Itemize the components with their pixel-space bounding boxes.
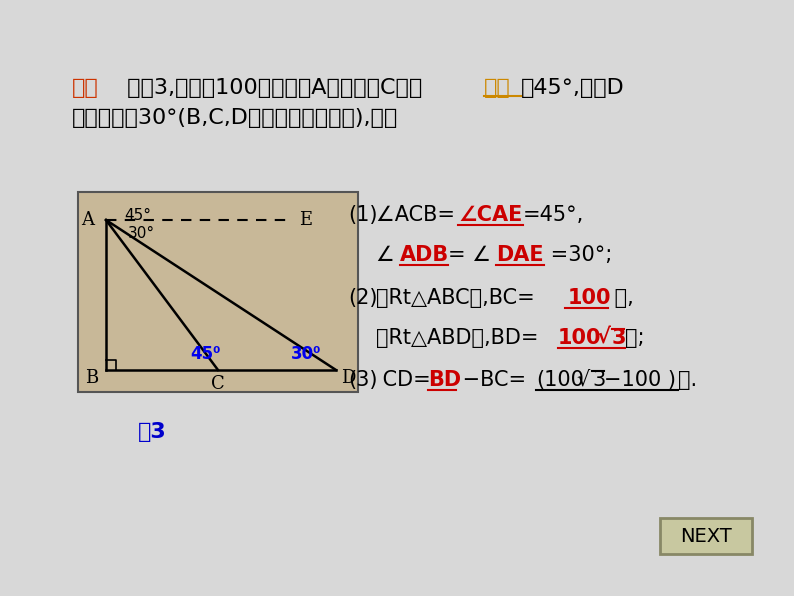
- Text: D: D: [341, 369, 355, 387]
- Text: √: √: [576, 370, 589, 390]
- Text: 在Rt△ABC中,BC=: 在Rt△ABC中,BC=: [376, 288, 542, 308]
- Text: 俯角: 俯角: [484, 78, 511, 98]
- Text: −BC=: −BC=: [456, 370, 533, 390]
- Text: = ∠: = ∠: [448, 245, 498, 265]
- Text: CD=: CD=: [376, 370, 437, 390]
- Text: (3): (3): [348, 370, 377, 390]
- Text: 如图3,在高为100米的山顶A测得地面C处的: 如图3,在高为100米的山顶A测得地面C处的: [120, 78, 422, 98]
- Text: 引例: 引例: [72, 78, 98, 98]
- Bar: [660, 518, 752, 554]
- Text: 为45°,地面D: 为45°,地面D: [521, 78, 625, 98]
- Text: 米,: 米,: [608, 288, 634, 308]
- Text: ∠: ∠: [376, 245, 402, 265]
- Text: 在Rt△ABD中,BD=: 在Rt△ABD中,BD=: [376, 328, 538, 348]
- Text: 米;: 米;: [625, 328, 645, 348]
- Text: 图3: 图3: [138, 422, 167, 442]
- Text: 30⁰: 30⁰: [291, 345, 322, 363]
- Text: 处的俯角为30°(B,C,D三点在一条直线上),那么: 处的俯角为30°(B,C,D三点在一条直线上),那么: [72, 108, 399, 128]
- Text: E: E: [299, 211, 313, 229]
- Text: 米.: 米.: [678, 370, 697, 390]
- Text: −100 ): −100 ): [604, 370, 676, 390]
- Text: NEXT: NEXT: [680, 527, 732, 547]
- Text: =30°;: =30°;: [544, 245, 612, 265]
- Text: DAE: DAE: [496, 245, 544, 265]
- Text: 3: 3: [612, 328, 626, 348]
- Text: (100: (100: [536, 370, 584, 390]
- Text: 100: 100: [568, 288, 611, 308]
- Text: BD: BD: [428, 370, 461, 390]
- Text: B: B: [86, 369, 98, 387]
- Text: 3: 3: [592, 370, 605, 390]
- Text: ∠CAE: ∠CAE: [458, 205, 522, 225]
- Text: 100: 100: [558, 328, 602, 348]
- Text: (2): (2): [348, 288, 377, 308]
- Text: 30°: 30°: [128, 226, 155, 241]
- Bar: [78, 192, 358, 392]
- Text: 45⁰: 45⁰: [190, 345, 221, 363]
- Text: A: A: [82, 211, 94, 229]
- Text: √: √: [596, 328, 610, 348]
- Text: ADB: ADB: [400, 245, 449, 265]
- Text: ∠ACB=: ∠ACB=: [376, 205, 461, 225]
- Text: 45°: 45°: [124, 209, 151, 224]
- Text: =45°,: =45°,: [523, 205, 584, 225]
- Text: C: C: [211, 375, 225, 393]
- Text: (1): (1): [348, 205, 377, 225]
